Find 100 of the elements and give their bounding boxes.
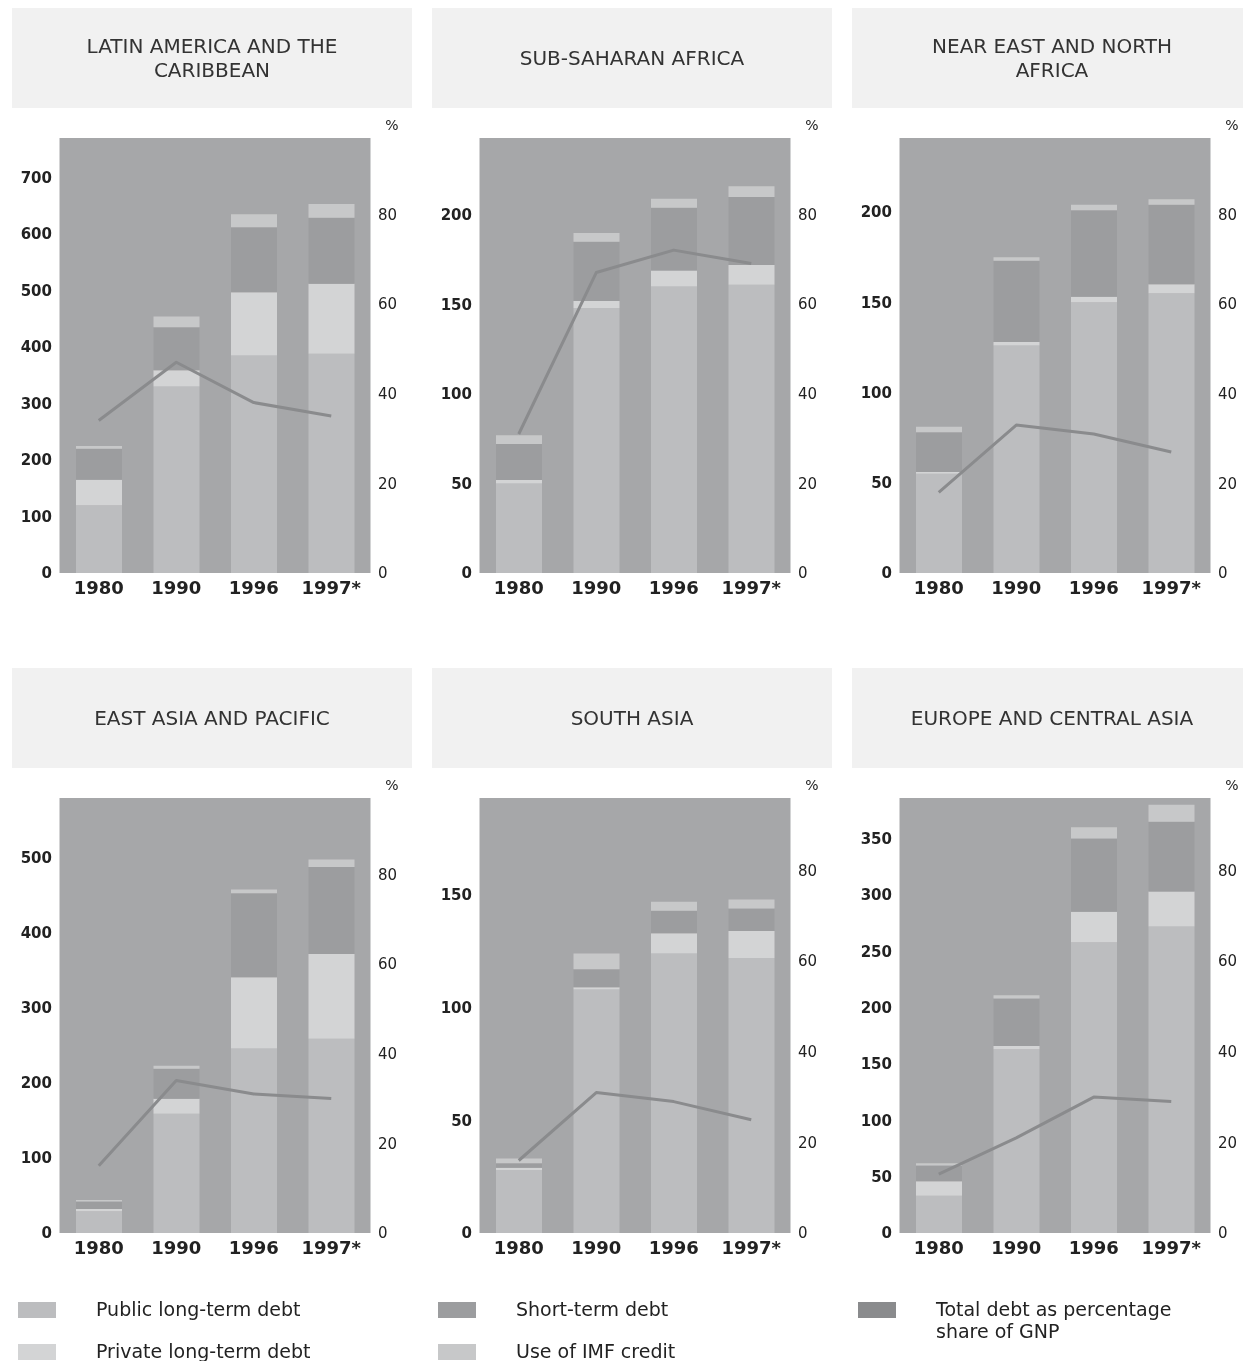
y2-tick-label: 0 (1218, 564, 1228, 583)
bar (651, 910, 697, 934)
y-tick-label: 100 (440, 998, 472, 1017)
bar (308, 867, 355, 954)
y2-tick-label: 80 (378, 205, 398, 224)
y2-tick-label: 60 (378, 295, 398, 314)
bar (1148, 199, 1195, 205)
x-tick-label: 1996 (648, 576, 699, 598)
bar (1148, 926, 1195, 1233)
y-tick-label: 50 (871, 474, 892, 493)
bar (651, 953, 697, 1233)
bar (231, 214, 277, 228)
bar (496, 1169, 542, 1233)
x-tick-label: 1980 (493, 576, 544, 598)
bar (231, 292, 277, 356)
bar (153, 327, 200, 371)
y2-tick-label: 20 (798, 1133, 818, 1152)
bar (496, 483, 542, 573)
y-tick-label: 250 (860, 942, 892, 961)
y2-tick-label: 0 (378, 1224, 388, 1243)
y-tick-label: 300 (860, 886, 892, 905)
bar (1071, 838, 1117, 912)
bar (573, 987, 620, 990)
y-tick-label: 100 (20, 1149, 52, 1168)
bar (153, 386, 200, 573)
y2-tick-label: 40 (1218, 1043, 1238, 1062)
bar (231, 355, 277, 573)
bar (916, 1195, 962, 1233)
bar (76, 479, 122, 506)
bar (496, 435, 542, 445)
x-tick-label: 1990 (151, 576, 202, 598)
bar (993, 257, 1040, 261)
bar (231, 227, 277, 293)
y2-tick-label: 20 (1218, 1133, 1238, 1152)
y-tick-label: 100 (440, 385, 472, 404)
bar (496, 444, 542, 480)
y-tick-label: 200 (860, 203, 892, 222)
y2-tick-label: 0 (798, 1224, 808, 1243)
y2-tick-label: 40 (1218, 384, 1238, 403)
bar (651, 901, 697, 911)
y-tick-label: 150 (860, 1055, 892, 1074)
line-series (937, 1095, 1173, 1176)
bar (916, 426, 962, 433)
line-series (97, 360, 333, 423)
y2-tick-label: 0 (798, 564, 808, 583)
x-tick-label: 1980 (73, 1236, 124, 1258)
y2-axis-title: % (805, 777, 819, 793)
bar (728, 958, 775, 1233)
bar (1071, 302, 1117, 573)
y-tick-label: 400 (20, 338, 52, 357)
bar (153, 370, 200, 387)
bar (728, 186, 775, 198)
y2-axis-title: % (1225, 117, 1239, 133)
bar (993, 345, 1040, 573)
bar (916, 1181, 962, 1196)
y-tick-label: 300 (20, 394, 52, 413)
y-tick-label: 300 (20, 999, 52, 1018)
y-tick-label: 100 (860, 1111, 892, 1130)
x-tick-label: 1990 (571, 1236, 622, 1258)
bar (728, 265, 775, 285)
legend-label: Use of IMF credit (516, 1340, 677, 1361)
legend-label: Public long-term debt (96, 1298, 302, 1320)
y-tick-label: 150 (860, 293, 892, 312)
bar (1148, 891, 1195, 927)
x-tick-label: 1996 (1068, 576, 1119, 598)
bar (728, 908, 775, 931)
bar (573, 241, 620, 301)
y-tick-label: 400 (20, 924, 52, 943)
y2-tick-label: 80 (378, 865, 398, 884)
y-tick-label: 0 (881, 1224, 892, 1243)
x-tick-label: 1997* (1141, 1236, 1202, 1258)
x-tick-label: 1996 (1068, 1236, 1119, 1258)
y-tick-label: 700 (20, 168, 52, 187)
bar (728, 284, 775, 573)
bar (573, 300, 620, 309)
x-tick-label: 1997* (301, 1236, 362, 1258)
bar (153, 1113, 200, 1233)
x-tick-label: 1990 (571, 576, 622, 598)
bar (1071, 942, 1117, 1233)
bar (76, 448, 122, 480)
y2-tick-label: 40 (798, 384, 818, 403)
y2-tick-label: 60 (798, 952, 818, 971)
y-tick-label: 100 (20, 507, 52, 526)
y2-axis-title: % (385, 777, 399, 793)
y2-tick-label: 40 (378, 384, 398, 403)
y-tick-label: 0 (41, 564, 52, 583)
bar (573, 953, 620, 970)
bar (651, 286, 697, 573)
y2-tick-label: 20 (798, 474, 818, 493)
chart-title: NEAR EAST AND NORTH AFRICA (852, 8, 1243, 108)
bar (573, 308, 620, 573)
y-tick-label: 150 (440, 295, 472, 314)
x-tick-label: 1997* (301, 576, 362, 598)
y2-tick-label: 60 (1218, 295, 1238, 314)
chart-title: EAST ASIA AND PACIFIC (12, 668, 412, 768)
y-tick-label: 200 (860, 998, 892, 1017)
legend-label: Total debt as percentage share of GNP (936, 1298, 1173, 1342)
bar (1071, 296, 1117, 303)
bar (231, 977, 277, 1049)
bar (573, 969, 620, 988)
